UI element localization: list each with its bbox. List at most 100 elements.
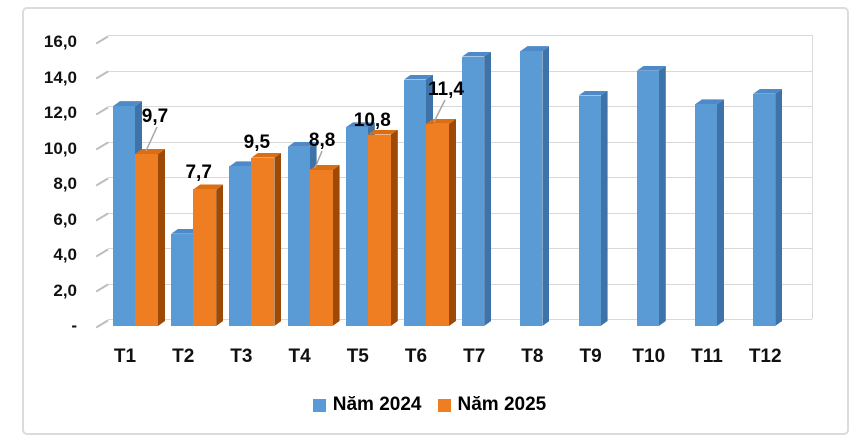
x-tick-label-T2: T2	[172, 346, 195, 367]
y-tick-label-4: 4,0	[53, 245, 77, 265]
data-label-T6-2025: 11,4	[428, 78, 464, 100]
y-axis-tick-slash-14	[95, 70, 109, 80]
y-axis-tick-slash-0	[95, 319, 109, 328]
bar-2025-T3-side	[274, 153, 281, 326]
x-tick-label-T1: T1	[113, 346, 137, 367]
gridline-10	[108, 141, 812, 143]
gridline-14	[108, 70, 812, 72]
data-label-T2-2025: 7,7	[185, 161, 212, 183]
legend-item-2025: Năm 2025	[437, 394, 547, 416]
bar-2024-T7-top	[462, 51, 492, 57]
x-tick-label-T9: T9	[579, 346, 602, 367]
y-axis-tick-slash-4	[95, 248, 109, 257]
bar-2024-T11-top	[695, 99, 724, 105]
bar-2024-T4-front	[287, 146, 310, 326]
x-tick-label-T3: T3	[230, 346, 253, 367]
bar-2024-T6-top	[404, 74, 433, 80]
bar-2025-T5-top	[367, 129, 398, 135]
legend-item-2024: Năm 2024	[312, 394, 422, 416]
y-tick-label-14: 14,0	[43, 67, 77, 87]
bar-2025-T1-top	[135, 149, 165, 155]
bar-2025-T6-side	[449, 119, 456, 326]
bar-2024-T12-front	[753, 93, 776, 326]
legend-swatch-2024	[312, 398, 326, 412]
y-tick-label-0: -	[71, 316, 77, 335]
bar-2024-T8-side	[542, 46, 549, 326]
gridline-0	[108, 319, 812, 320]
x-tick-label-T10: T10	[632, 346, 666, 367]
legend-label-2025: Năm 2025	[457, 394, 547, 415]
bar-2025-T2-top	[193, 184, 224, 190]
bar-2025-T3-top	[251, 152, 282, 158]
legend-swatch-2025	[437, 398, 451, 412]
y-tick-label-10: 10,0	[43, 138, 77, 158]
y-tick-label-16: 16,0	[43, 32, 77, 52]
x-tick-label-T4: T4	[288, 346, 311, 367]
y-tick-label-2: 2,0	[53, 280, 77, 300]
gridline-6	[108, 212, 812, 214]
gridline-4	[108, 248, 812, 250]
plot-backwall-right-edge	[812, 35, 813, 319]
y-tick-label-6: 6,0	[53, 209, 77, 229]
bar-2024-T12-top	[753, 88, 783, 94]
y-axis-tick-slash-16	[95, 35, 109, 44]
bar-2024-T10-front	[636, 70, 659, 326]
bar-2024-T5-front	[345, 127, 368, 326]
bar-2025-T5-side	[391, 130, 398, 326]
y-tick-label-12: 12,0	[43, 103, 77, 123]
bar-2024-T8-top	[520, 46, 550, 52]
bar-2025-T2-front	[193, 189, 217, 326]
bar-2024-T6-front	[404, 79, 426, 326]
gridline-16	[108, 35, 812, 37]
bar-2024-T10-side	[659, 66, 666, 326]
bar-2025-T1-front	[135, 154, 158, 326]
bar-2024-T9-side	[601, 91, 608, 326]
bar-2024-T4-top	[287, 141, 317, 147]
bar-2024-T11-front	[695, 104, 717, 326]
bar-2024-T3-front	[229, 166, 252, 326]
gridline-12	[108, 106, 812, 108]
data-label-T5-2025: 10,8	[353, 110, 391, 132]
x-tick-label-T12: T12	[748, 346, 782, 367]
bar-2024-T9-front	[578, 95, 601, 326]
y-axis-tick-slash-10	[95, 141, 109, 151]
gridline-8	[108, 177, 812, 179]
bar-2024-T12-side	[775, 89, 782, 326]
bar-2024-T7-front	[462, 56, 485, 326]
bar-2024-T1-top	[113, 101, 142, 107]
x-tick-label-T7: T7	[463, 346, 486, 367]
gridline-2	[108, 283, 812, 285]
bar-2025-T3-front	[251, 157, 275, 326]
y-axis-tick-slash-8	[95, 177, 109, 186]
bar-2024-T5-top	[345, 122, 375, 128]
bar-2025-T6-front	[426, 123, 449, 326]
bar-2025-T4-side	[333, 165, 340, 326]
data-label-T4-2025: 8,8	[308, 129, 336, 151]
data-label-T1-2025: 9,7	[141, 106, 169, 128]
y-axis-tick-slash-6	[95, 212, 109, 222]
bar-2024-T8-front	[520, 51, 543, 326]
x-tick-label-T11: T11	[691, 346, 723, 367]
bar-2025-T1-side	[158, 149, 165, 326]
bar-2024-T3-top	[229, 161, 259, 167]
legend: Năm 2024 Năm 2025	[0, 394, 859, 416]
bar-2024-T9-top	[578, 90, 608, 96]
bar-2024-T11-side	[717, 99, 724, 326]
bar-2025-T4-front	[309, 169, 333, 326]
bar-2024-T10-top	[636, 65, 666, 71]
data-label-T3-2025: 9,5	[243, 131, 271, 153]
y-tick-label-8: 8,0	[53, 174, 77, 194]
bar-2025-T2-side	[216, 184, 223, 326]
y-axis-tick-slash-2	[95, 283, 109, 293]
legend-label-2024: Năm 2024	[332, 394, 422, 415]
bar-2024-T2-front	[171, 233, 194, 326]
bar-2024-T7-side	[484, 52, 491, 326]
bar-2025-T5-front	[367, 134, 391, 326]
bar-2024-T2-top	[171, 228, 201, 234]
y-axis-tick-slash-12	[95, 106, 109, 115]
bar-2025-T4-top	[309, 164, 340, 170]
bar-2024-T1-front	[113, 106, 135, 326]
x-tick-label-T6: T6	[404, 346, 428, 367]
